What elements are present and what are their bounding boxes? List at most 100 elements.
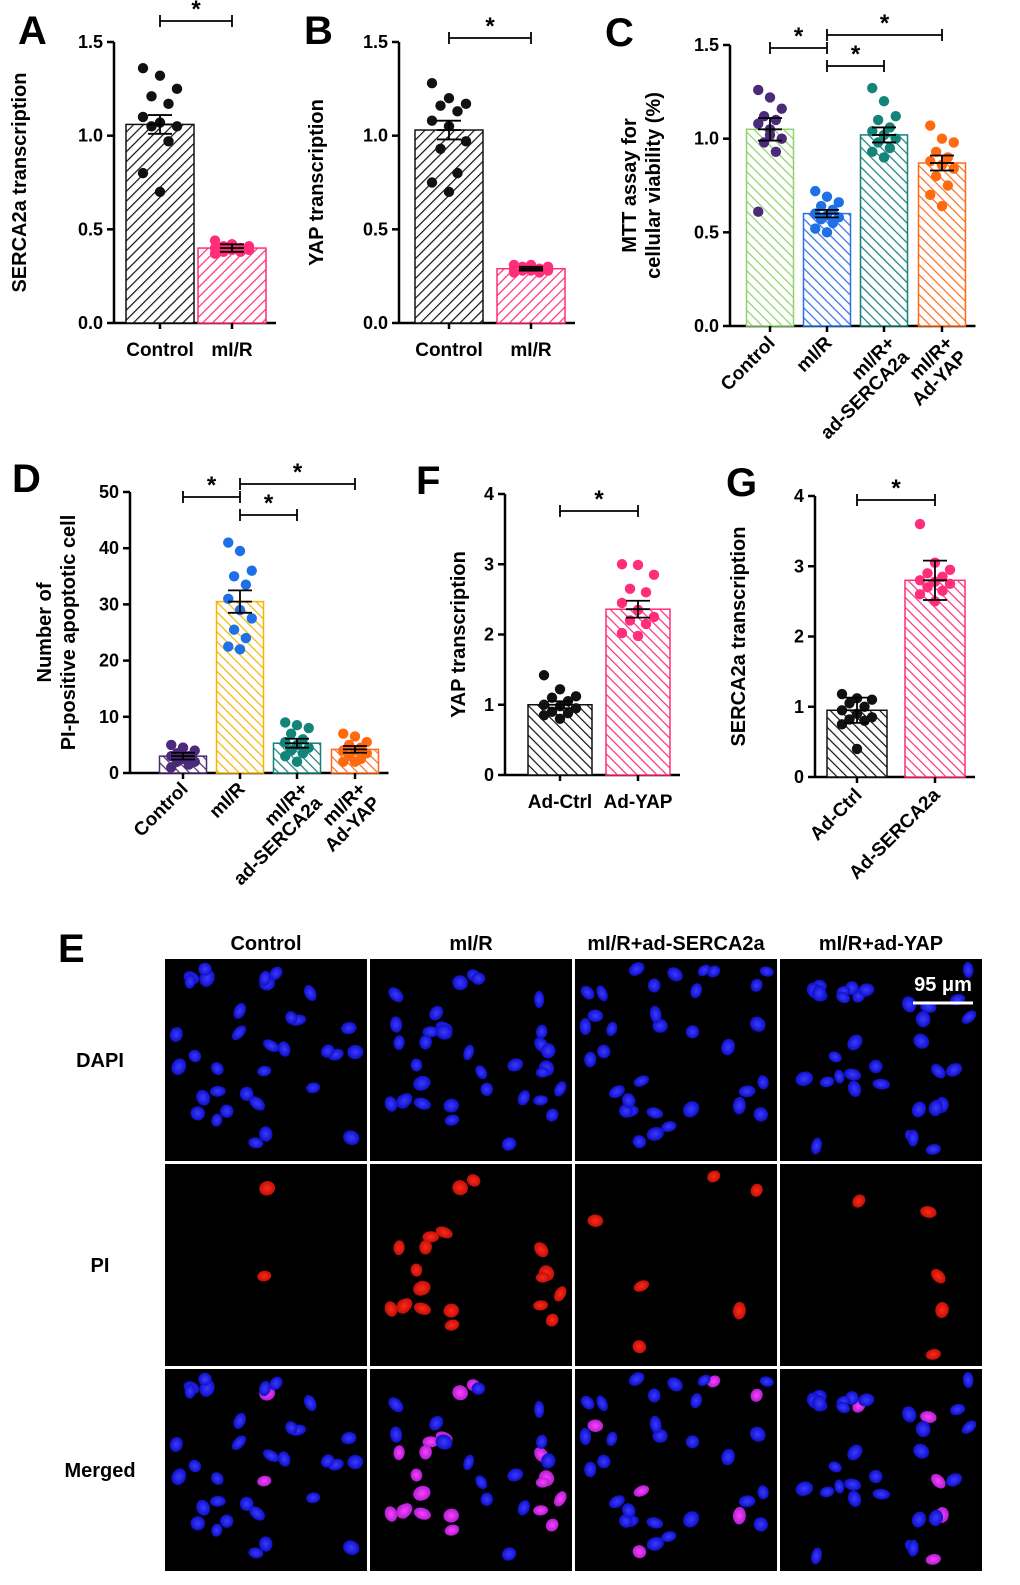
nucleus	[452, 1385, 468, 1401]
data-point	[234, 644, 246, 655]
nucleus	[384, 1506, 398, 1522]
nucleus	[184, 1384, 196, 1399]
nucleus	[388, 987, 404, 1003]
data-point	[426, 78, 438, 89]
nucleus	[811, 1547, 822, 1565]
y-tick-label: 0.5	[694, 222, 719, 242]
data-point	[285, 728, 297, 739]
nucleus	[732, 1301, 746, 1320]
nucleus	[632, 1340, 647, 1354]
data-point	[640, 618, 652, 630]
data-point	[867, 125, 878, 137]
nucleus	[211, 1472, 224, 1486]
nucleus	[536, 1434, 548, 1449]
nucleus	[396, 1298, 413, 1314]
nucleus	[913, 1033, 930, 1049]
nucleus	[732, 1506, 746, 1525]
nucleus	[738, 1085, 756, 1098]
bar-Control	[414, 129, 484, 324]
category-label: Control	[126, 340, 194, 361]
nucleus	[533, 1505, 549, 1516]
nucleus	[554, 1286, 567, 1302]
nucleus	[901, 996, 917, 1013]
nucleus	[545, 1313, 559, 1327]
category-label-line: mI/R	[206, 778, 250, 822]
nucleus	[413, 1097, 431, 1110]
y-tick-label: 40	[99, 538, 119, 558]
nucleus	[419, 1034, 432, 1050]
nucleus	[661, 1121, 677, 1133]
nucleus	[685, 1025, 700, 1039]
data-point	[508, 267, 520, 278]
nucleus	[844, 1478, 862, 1491]
category-label: mI/R+Ad-YAP	[307, 778, 385, 856]
nucleus	[384, 1096, 398, 1112]
nucleus	[608, 1495, 625, 1509]
nucleus	[259, 970, 271, 987]
nucleus	[621, 1093, 636, 1108]
data-point	[815, 214, 827, 225]
nucleus	[443, 1508, 459, 1523]
nucleus	[541, 1043, 556, 1059]
data-point	[163, 98, 174, 110]
chart-D: D 0 10 20 30 40 50 Number of PI-positive apoptot…	[12, 457, 389, 890]
nucleus	[429, 1415, 444, 1431]
nucleus	[757, 1485, 769, 1500]
nucleus	[393, 1445, 405, 1461]
nucleus	[621, 1503, 636, 1518]
data-point	[228, 624, 240, 635]
bar-Control	[125, 123, 195, 324]
nucleus	[646, 1127, 664, 1141]
nucleus	[443, 1303, 459, 1318]
nucleus	[685, 1435, 700, 1449]
nucleus	[847, 1490, 862, 1508]
data-point	[538, 670, 550, 681]
nucleus	[606, 1431, 618, 1447]
nucleus	[413, 1302, 431, 1315]
data-point	[616, 627, 628, 639]
nucleus	[872, 1488, 890, 1500]
nucleus	[632, 1545, 647, 1559]
data-point	[209, 248, 221, 259]
data-point	[562, 707, 574, 719]
nucleus	[306, 1492, 321, 1504]
data-point	[944, 564, 956, 575]
data-point	[884, 142, 896, 154]
category-label-line: Control	[717, 333, 780, 396]
data-point	[209, 235, 221, 246]
data-point	[166, 762, 177, 773]
significance-star: *	[794, 23, 804, 50]
data-point	[925, 155, 936, 167]
y-tick-label: 2	[794, 627, 804, 647]
y-axis-title: SERCA2a transcription	[728, 526, 750, 746]
nucleus	[852, 1194, 866, 1208]
data-point	[542, 265, 554, 276]
category-label-line: mI/R	[510, 340, 551, 361]
significance-star: *	[191, 0, 201, 23]
data-point	[280, 717, 291, 728]
nucleus	[231, 1435, 247, 1451]
nucleus	[393, 1240, 405, 1256]
nucleus	[429, 1005, 444, 1021]
y-tick-label: 1.0	[78, 126, 103, 146]
y-tick-label: 3	[484, 554, 494, 574]
data-point	[171, 83, 183, 95]
data-point	[228, 571, 240, 582]
micrograph-PI-mI/R	[370, 1164, 572, 1366]
data-point	[937, 571, 948, 582]
nucleus	[580, 1395, 595, 1410]
nucleus	[269, 1376, 283, 1391]
y-axis-title: YAP transcription	[306, 99, 328, 266]
data-point	[914, 575, 926, 586]
nucleus	[661, 1531, 677, 1543]
nucleus	[184, 974, 196, 989]
data-point	[546, 692, 558, 703]
data-point	[930, 146, 942, 157]
nucleus	[961, 1010, 977, 1024]
nucleus	[171, 1468, 187, 1486]
nucleus	[501, 1137, 517, 1151]
y-tick-label: 2	[484, 625, 494, 645]
nucleus	[847, 1080, 862, 1098]
category-label-line: mI/R	[211, 340, 252, 361]
